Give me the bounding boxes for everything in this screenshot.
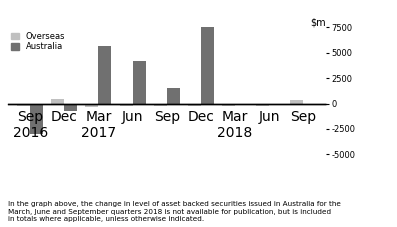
Text: $m: $m xyxy=(310,17,326,27)
Bar xyxy=(85,104,98,106)
Text: In the graph above, the change in level of asset backed securities issued in Aus: In the graph above, the change in level … xyxy=(8,201,341,222)
Bar xyxy=(64,104,77,111)
Bar xyxy=(201,24,214,104)
Legend: Overseas, Australia: Overseas, Australia xyxy=(9,30,67,53)
Bar xyxy=(51,99,64,104)
Bar xyxy=(154,104,167,106)
Bar xyxy=(133,61,146,104)
Bar xyxy=(256,104,269,106)
Bar xyxy=(17,104,30,106)
Bar xyxy=(30,104,43,134)
Bar xyxy=(222,104,235,106)
Bar xyxy=(167,88,180,104)
Bar xyxy=(188,104,201,106)
Bar xyxy=(119,104,133,106)
Bar xyxy=(98,46,112,104)
Bar xyxy=(290,101,303,104)
